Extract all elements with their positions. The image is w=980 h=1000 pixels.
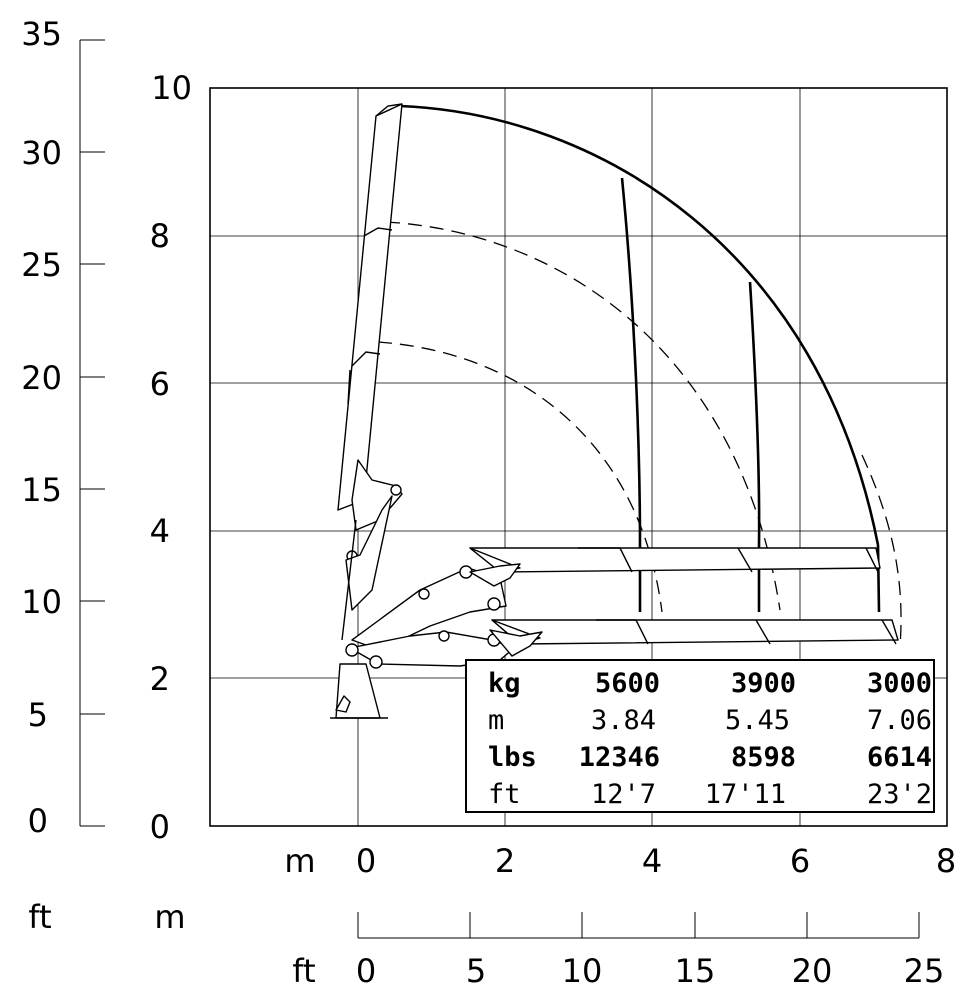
table-cell: 5600	[595, 668, 660, 699]
m-x-tick-label: 4	[642, 842, 662, 880]
envelope-line-5600	[620, 177, 642, 612]
table-unit-lbs: lbs	[488, 742, 537, 773]
reach-arc-outer-tail	[861, 454, 902, 647]
m-tick-label: 0	[150, 808, 170, 846]
m-x-tick-label: 2	[495, 842, 515, 880]
m-tick-label: 4	[150, 512, 170, 550]
working-envelope	[399, 104, 881, 613]
envelope-outer-curve	[399, 104, 880, 546]
m-x-tick-label: 8	[936, 842, 956, 880]
ft-tick-label: 20	[21, 359, 62, 397]
table-cell: 3000	[867, 668, 932, 699]
horizontal-booms	[469, 547, 899, 645]
table-cell: 5.45	[725, 705, 790, 736]
m-tick-label: 6	[150, 365, 170, 403]
table-cell: 23'2	[867, 779, 932, 810]
m-x-tick-label: 0	[356, 842, 376, 880]
plot-frame	[209, 87, 948, 827]
vertical-boom	[337, 103, 403, 511]
table-cell: 12'7	[591, 779, 656, 810]
ft-tick-label: 35	[21, 15, 62, 53]
table-cell: 6614	[867, 742, 932, 773]
m-unit-left: m	[154, 898, 185, 936]
m-tick-label: 10	[151, 69, 192, 107]
crane-base-mechanism	[330, 459, 543, 719]
reach-arc-inner	[377, 341, 663, 613]
ft-x-tick-label: 25	[904, 952, 945, 990]
ft-unit-left: ft	[28, 898, 51, 936]
table-unit-kg: kg	[488, 668, 521, 699]
load-table-frame	[465, 659, 935, 813]
m-x-tick-label: 6	[790, 842, 810, 880]
ft-tick-label: 0	[28, 802, 48, 840]
table-unit-ft: ft	[488, 779, 521, 810]
table-cell: 3900	[731, 668, 796, 699]
table-cell: 17'11	[705, 779, 786, 810]
vertical-boom-body	[337, 103, 403, 511]
ft-x-tick-label: 20	[792, 952, 833, 990]
ft-x-tick-label: 0	[356, 952, 376, 990]
main-column-arm	[345, 495, 393, 611]
upper-horizontal-boom	[469, 547, 881, 573]
lower-horizontal-boom	[491, 619, 899, 645]
ft-tick-label: 25	[21, 246, 62, 284]
ft-tick-label: 30	[21, 134, 62, 172]
ft-x-tick-label: 10	[562, 952, 603, 990]
ft-unit-bottom: ft	[292, 952, 315, 990]
table-cell: 7.06	[867, 705, 932, 736]
ft-tick-label: 5	[28, 696, 48, 734]
table-cell: 3.84	[591, 705, 656, 736]
ft-x-tick-label: 5	[466, 952, 486, 990]
ft-tick-label: 10	[21, 583, 62, 621]
table-unit-m: m	[488, 705, 504, 736]
left-m-axis: 10 8 6 4 2 0	[150, 69, 192, 846]
bottom-m-axis: m 0 2 4 6 8	[284, 842, 956, 880]
bottom-ft-axis: ft m ft 0 5 10 15 20 25	[28, 898, 944, 990]
table-cell: 8598	[731, 742, 796, 773]
envelope-line-3000	[876, 544, 881, 613]
ft-x-tick-label: 15	[675, 952, 716, 990]
m-tick-label: 2	[150, 660, 170, 698]
table-cell: 12346	[579, 742, 660, 773]
upper-knuckle	[351, 459, 403, 531]
bottom-m-unit: m	[284, 842, 315, 880]
load-capacity-table: kg 5600 3900 3000 m 3.84 5.45 7.06 lbs 1…	[465, 659, 935, 813]
envelope-line-3900	[748, 281, 761, 612]
m-tick-label: 8	[150, 217, 170, 255]
left-ft-axis: 35 30 25 20 15 10 5 0	[21, 15, 105, 840]
ft-tick-label: 15	[21, 471, 62, 509]
